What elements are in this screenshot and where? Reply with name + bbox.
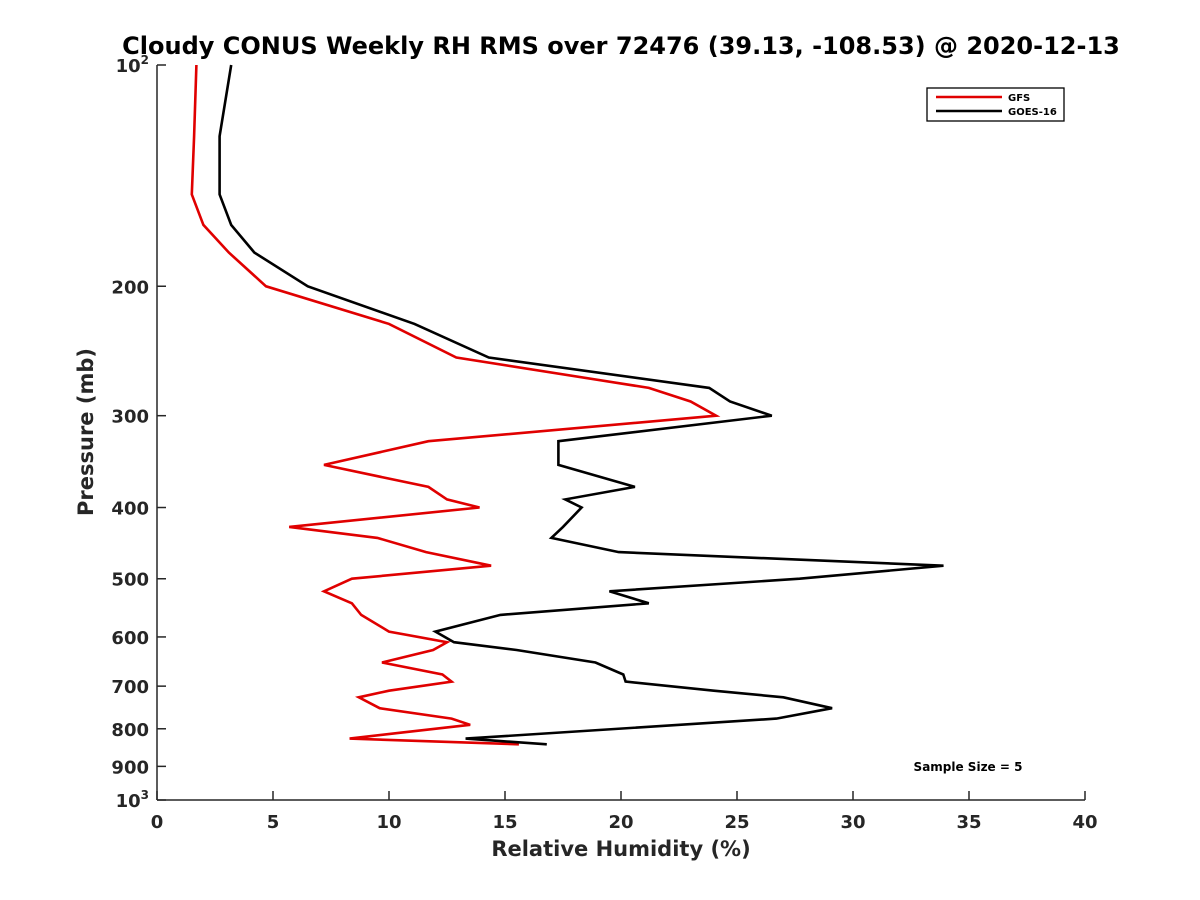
y-tick-label: 102 <box>116 53 149 77</box>
x-tick-label: 25 <box>724 812 749 833</box>
y-tick-label: 300 <box>111 407 149 428</box>
axes: 0 5 10 15 20 25 30 35 40 102 200 300 400 500 600 700 800… <box>111 53 1097 833</box>
legend-label: GFS <box>1008 93 1030 104</box>
x-tick-label: 5 <box>267 812 280 833</box>
y-tick-label: 103 <box>116 788 149 812</box>
x-tick-label: 35 <box>956 812 981 833</box>
y-tick-label: 900 <box>111 757 149 778</box>
y-axis-label: Pressure (mb) <box>74 348 98 516</box>
chart-title: Cloudy CONUS Weekly RH RMS over 72476 (3… <box>122 32 1120 60</box>
x-axis-label: Relative Humidity (%) <box>491 837 750 861</box>
x-tick-label: 0 <box>151 812 164 833</box>
y-tick-label: 200 <box>111 277 149 298</box>
y-tick-label: 400 <box>111 499 149 520</box>
legend-label: GOES-16 <box>1008 107 1057 118</box>
x-tick-label: 20 <box>608 812 633 833</box>
y-tick-label: 500 <box>111 570 149 591</box>
legend: GFS GOES-16 <box>926 87 1065 122</box>
x-tick-label: 10 <box>376 812 401 833</box>
legend-box <box>926 87 1065 122</box>
series-lines <box>190 64 944 746</box>
y-tick-label: 800 <box>111 720 149 741</box>
x-tick-label: 40 <box>1072 812 1097 833</box>
sample-size-annotation: Sample Size = 5 <box>914 760 1023 774</box>
x-tick-label: 30 <box>840 812 865 833</box>
x-tick-label: 15 <box>492 812 517 833</box>
y-tick-label: 600 <box>111 628 149 649</box>
series-line-gfs <box>190 64 721 746</box>
series-line-goes-16 <box>218 64 944 746</box>
y-tick-label: 700 <box>111 677 149 698</box>
